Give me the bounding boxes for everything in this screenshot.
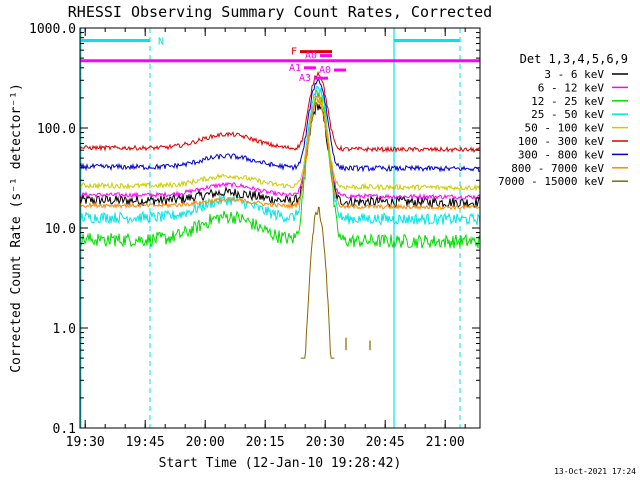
reference-lines	[80, 28, 461, 428]
legend-label-2: 12 - 25 keV	[531, 95, 604, 108]
x-tick-label-4: 20:30	[306, 435, 345, 450]
axes: 1000.0 100.0 10.0 1.0 0.119:30 19:45 20:00 20:1…	[29, 22, 480, 450]
y-tick-label-3: 1.0	[53, 322, 76, 337]
y-axis-label: Corrected Count Rate (s⁻¹ detector⁻¹)	[9, 83, 24, 373]
legend-label-3: 25 - 50 keV	[531, 108, 604, 121]
flag-label-0: F	[291, 47, 297, 58]
series-line-4	[79, 95, 481, 192]
x-axis-label: Start Time (12-Jan-10 19:28:42)	[159, 456, 402, 471]
status-markers: N F A0 A1 A0 A3	[80, 36, 480, 84]
series-line-2	[79, 88, 481, 249]
legend-label-8: 7000 - 15000 keV	[498, 175, 604, 188]
legend-label-4: 50 - 100 keV	[525, 122, 605, 135]
y-tick-label-2: 10.0	[45, 222, 76, 237]
x-tick-label-0: 19:30	[66, 435, 105, 450]
series-line-8	[300, 206, 335, 359]
legend-title: Det 1,3,4,5,6,9	[520, 52, 628, 66]
x-tick-label-6: 21:00	[426, 435, 465, 450]
legend-label-0: 3 - 6 keV	[544, 68, 604, 81]
x-tick-label-2: 20:00	[186, 435, 225, 450]
series-line-5	[79, 70, 481, 154]
series-line-0	[79, 102, 481, 209]
legend-label-6: 300 - 800 keV	[518, 148, 604, 161]
y-tick-label-0: 1000.0	[29, 22, 76, 37]
series-line-6	[79, 77, 481, 173]
flag-label-3: A0	[319, 65, 331, 76]
x-tick-label-1: 19:45	[126, 435, 165, 450]
legend-label-5: 100 - 300 keV	[518, 135, 604, 148]
flag-label-4: A3	[299, 73, 311, 84]
legend-label-1: 6 - 12 keV	[538, 81, 605, 94]
series-line-1	[79, 95, 481, 201]
series-line-7	[79, 99, 480, 211]
y-tick-label-1: 100.0	[37, 122, 76, 137]
data-series	[79, 70, 481, 359]
chart-title: RHESSI Observing Summary Count Rates, Co…	[68, 3, 492, 21]
y-tick-label-4: 0.1	[53, 422, 76, 437]
legend-label-7: 800 - 7000 keV	[511, 162, 604, 175]
x-tick-label-3: 20:15	[246, 435, 285, 450]
flag-label-2: A1	[289, 63, 301, 74]
x-tick-label-5: 20:45	[366, 435, 405, 450]
generation-timestamp: 13-Oct-2021 17:24	[554, 467, 636, 476]
flag-label-1: A0	[305, 51, 317, 62]
night-label-0: N	[158, 36, 164, 47]
series-line-3	[79, 85, 481, 226]
